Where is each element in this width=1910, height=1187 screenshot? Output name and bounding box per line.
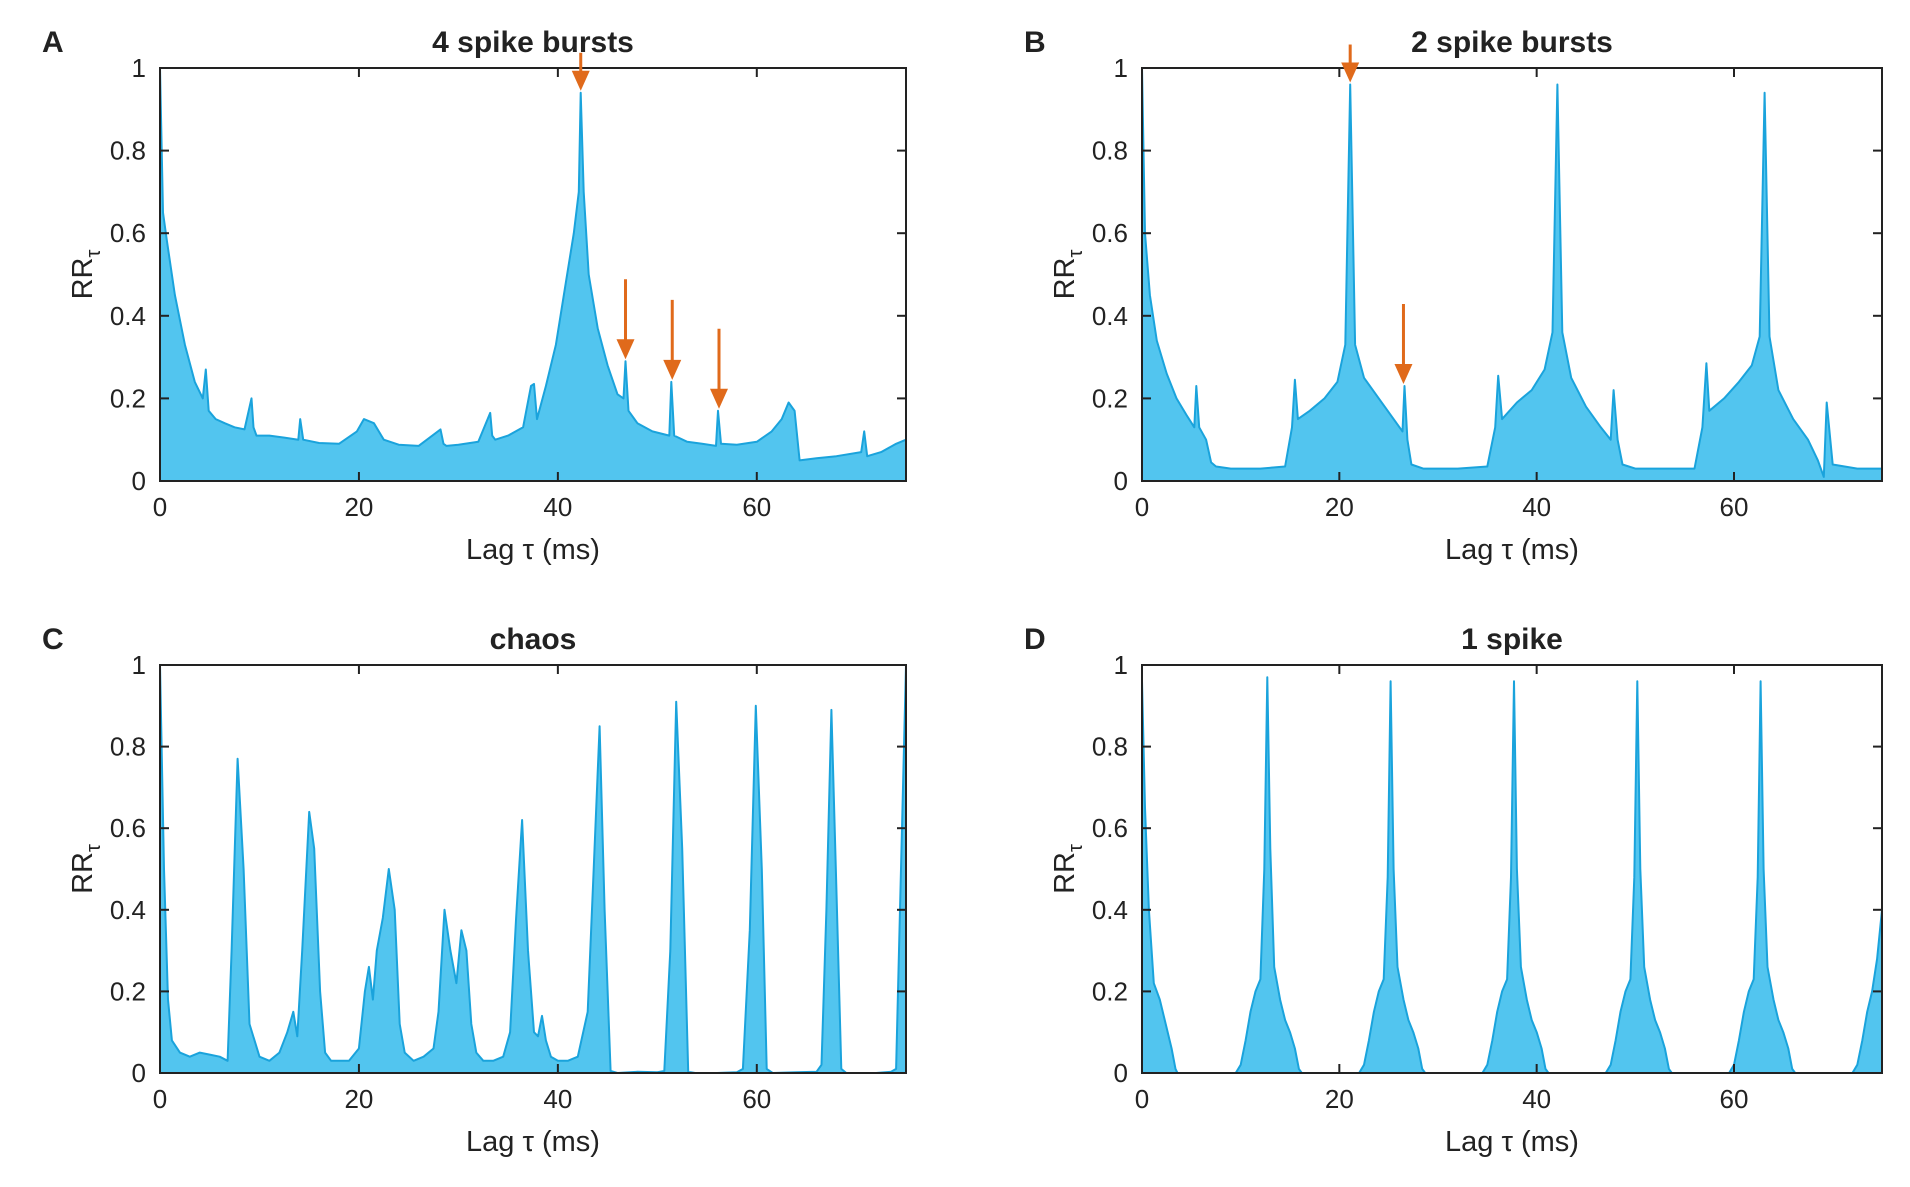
arrow-marker [663, 299, 682, 380]
panel-b: 0 0.2 0.4 0.6 0.8 1 0 20 40 60 Lag τ (ms) RRτ 2 spik… [1024, 26, 1883, 566]
panel-a: 0 0.2 0.4 0.6 0.8 1 0 20 40 60 Lag τ (ms) RRτ 4 spik… [42, 26, 907, 566]
y-tick-label: 0 [1114, 1058, 1128, 1088]
x-tick-label: 40 [1522, 492, 1551, 522]
y-tick-label: 0 [132, 466, 146, 496]
panel-title: 1 spike [1461, 623, 1563, 656]
panel-letter: A [42, 26, 64, 59]
y-tick-label: 0.4 [1092, 895, 1128, 925]
series-area [1142, 68, 1882, 481]
y-tick-label: 0.6 [1092, 813, 1128, 843]
x-axis-label: Lag τ (ms) [1445, 1126, 1579, 1158]
y-tick-label: 0.6 [110, 813, 146, 843]
arrow-marker [710, 328, 729, 409]
x-tick-label: 60 [742, 492, 771, 522]
y-tick-label: 0.4 [110, 895, 146, 925]
x-axis-label: Lag τ (ms) [466, 1126, 600, 1158]
panel-letter: D [1024, 623, 1046, 656]
axes-box [1141, 664, 1883, 1074]
y-tick-label: 0.8 [1092, 136, 1128, 166]
panel-c: 0 0.2 0.4 0.6 0.8 1 0 20 40 60 Lag τ (ms) RRτ chaos C [42, 623, 907, 1158]
x-tick-label: 0 [1135, 1084, 1149, 1114]
y-axis-label: RRτ [67, 844, 105, 894]
series-line [1141, 67, 1882, 478]
x-tick-label: 40 [543, 1084, 572, 1114]
axes-box [159, 664, 907, 1074]
x-tick-label: 60 [1720, 492, 1749, 522]
y-tick-label: 0 [132, 1058, 146, 1088]
x-tick-label: 0 [153, 492, 167, 522]
y-tick-label: 0.8 [110, 136, 146, 166]
panel-title: 2 spike bursts [1411, 26, 1613, 59]
series-area [160, 68, 906, 481]
x-tick-label: 60 [1720, 1084, 1749, 1114]
panel-letter: B [1024, 26, 1046, 59]
x-tick-label: 20 [1325, 1084, 1354, 1114]
x-axis-label: Lag τ (ms) [1445, 534, 1579, 566]
y-axis-label: RRτ [1049, 250, 1087, 300]
y-tick-label: 0.4 [1092, 301, 1128, 331]
y-tick-label: 0.4 [110, 301, 146, 331]
series-area [160, 665, 906, 1073]
series-line [159, 664, 907, 1074]
y-axis-label: RRτ [67, 250, 105, 300]
y-tick-label: 0.6 [110, 218, 146, 248]
arrow-marker [571, 52, 590, 91]
y-tick-label: 1 [132, 650, 146, 680]
y-tick-label: 0.2 [1092, 383, 1128, 413]
arrow-marker [1394, 304, 1413, 385]
x-tick-label: 20 [344, 492, 373, 522]
y-tick-label: 1 [132, 53, 146, 83]
x-tick-label: 20 [344, 1084, 373, 1114]
y-tick-label: 0 [1114, 466, 1128, 496]
y-tick-label: 1 [1114, 53, 1128, 83]
axes-box [159, 67, 907, 482]
series-line [159, 67, 907, 462]
y-tick-label: 0.8 [110, 732, 146, 762]
y-tick-label: 0.8 [1092, 732, 1128, 762]
y-axis-label: RRτ [1049, 844, 1087, 894]
x-tick-label: 0 [153, 1084, 167, 1114]
x-tick-label: 40 [1522, 1084, 1551, 1114]
panel-title: chaos [490, 623, 577, 656]
y-tick-label: 0.2 [1092, 976, 1128, 1006]
series-line [1141, 676, 1883, 1074]
arrow-marker [616, 279, 635, 360]
panel-d: 0 0.2 0.4 0.6 0.8 1 0 20 40 60 Lag τ (ms) RRτ 1 spik… [1024, 623, 1883, 1158]
y-tick-label: 0.6 [1092, 218, 1128, 248]
arrow-marker [1341, 44, 1360, 83]
x-tick-label: 40 [543, 492, 572, 522]
panel-title: 4 spike bursts [432, 26, 634, 59]
x-tick-label: 60 [742, 1084, 771, 1114]
x-tick-label: 0 [1135, 492, 1149, 522]
x-tick-label: 20 [1325, 492, 1354, 522]
y-tick-label: 0.2 [110, 976, 146, 1006]
y-tick-label: 0.2 [110, 383, 146, 413]
axes-box [1141, 67, 1883, 482]
x-axis-label: Lag τ (ms) [466, 534, 600, 566]
y-tick-label: 1 [1114, 650, 1128, 680]
panel-letter: C [42, 623, 64, 656]
